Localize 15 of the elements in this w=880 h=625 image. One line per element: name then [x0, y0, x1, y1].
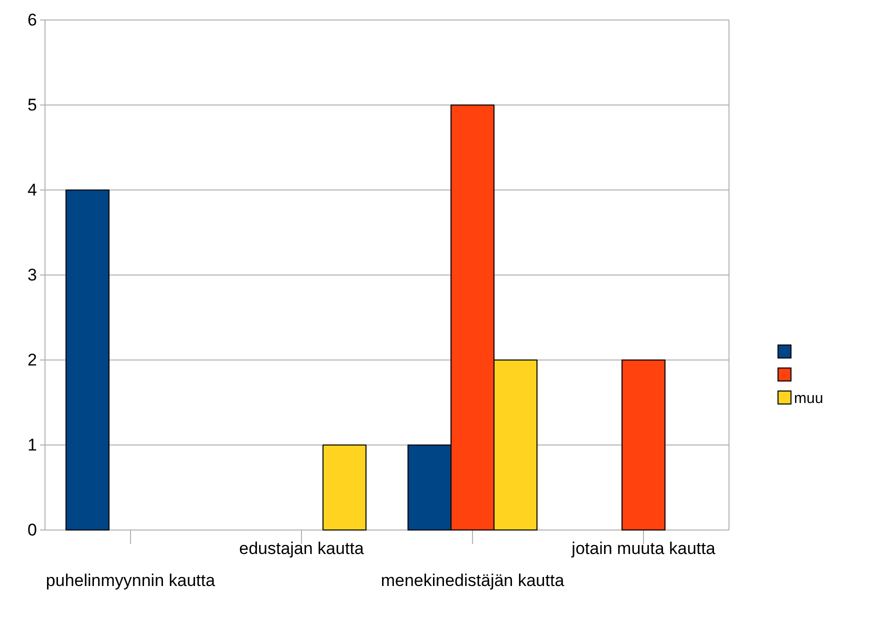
- x-tick-label: edustajan kautta: [239, 539, 364, 558]
- y-tick-label: 6: [28, 10, 37, 30]
- x-tick-label: menekinedistäjän kautta: [380, 571, 565, 590]
- y-tick-label: 1: [28, 435, 37, 454]
- y-tick-label: 4: [28, 180, 37, 200]
- bar: [66, 190, 110, 530]
- x-tick-label: jotain muuta kautta: [570, 539, 716, 558]
- y-tick-label: 0: [28, 520, 37, 540]
- bar: [622, 360, 666, 530]
- x-tick-label: puhelinmyynnin kautta: [46, 571, 216, 590]
- y-tick-label: 2: [28, 350, 37, 370]
- legend-label: muu: [794, 390, 824, 407]
- bar: [322, 444, 366, 530]
- y-tick-label: 3: [28, 265, 37, 284]
- y-tick-label: 5: [28, 95, 37, 114]
